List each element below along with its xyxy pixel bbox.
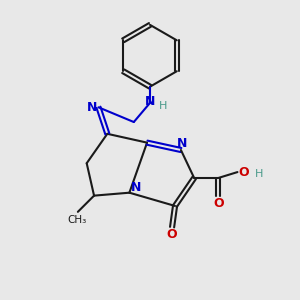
Text: H: H xyxy=(255,169,264,178)
Text: N: N xyxy=(177,137,188,150)
Text: O: O xyxy=(167,228,177,241)
Text: H: H xyxy=(159,101,167,111)
Text: O: O xyxy=(213,197,224,210)
Text: N: N xyxy=(131,181,141,194)
Text: N: N xyxy=(145,95,155,108)
Text: N: N xyxy=(87,101,97,114)
Text: CH₃: CH₃ xyxy=(68,215,87,225)
Text: O: O xyxy=(238,166,249,178)
